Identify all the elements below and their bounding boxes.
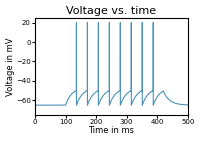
X-axis label: Time in ms: Time in ms bbox=[88, 126, 134, 136]
Y-axis label: Voltage in mV: Voltage in mV bbox=[6, 37, 15, 96]
Title: Voltage vs. time: Voltage vs. time bbox=[66, 5, 156, 16]
